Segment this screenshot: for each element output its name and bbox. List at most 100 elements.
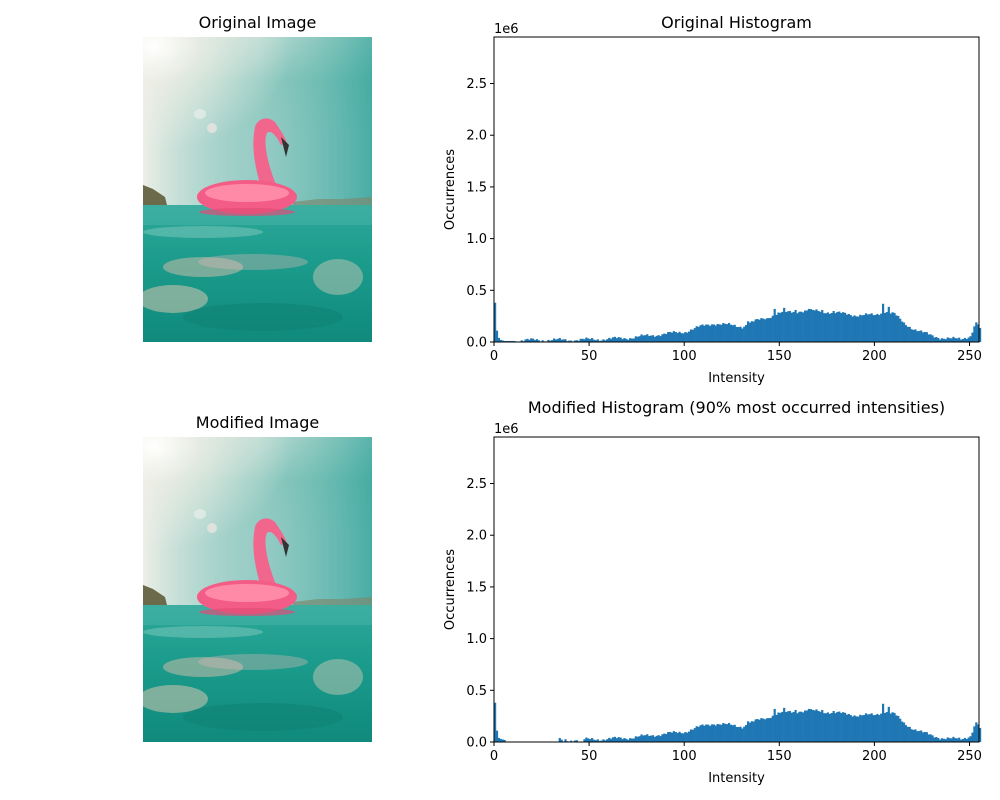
histogram-bar bbox=[765, 318, 769, 342]
histogram-bar bbox=[716, 723, 719, 742]
histogram-bar bbox=[697, 326, 700, 342]
histogram-bar bbox=[621, 339, 624, 342]
histogram-bar bbox=[882, 303, 885, 342]
histogram-bar bbox=[513, 340, 516, 342]
histogram-bar bbox=[895, 715, 898, 742]
histogram-bar bbox=[933, 337, 936, 342]
histogram-bar bbox=[583, 339, 586, 342]
histogram-bar bbox=[718, 724, 721, 742]
histogram-bar bbox=[786, 711, 790, 742]
histogram-bar bbox=[644, 735, 647, 742]
histogram-bar bbox=[889, 313, 892, 342]
histogram-bar bbox=[632, 738, 636, 742]
histogram-bar bbox=[862, 715, 866, 742]
histogram-bar bbox=[931, 735, 934, 742]
histogram-bar bbox=[746, 321, 750, 342]
histogram-bar bbox=[610, 338, 613, 342]
histogram-bar bbox=[767, 718, 771, 742]
histogram-bar bbox=[733, 724, 736, 742]
histogram-bar bbox=[610, 738, 613, 742]
histogram-bar bbox=[910, 729, 913, 742]
histogram-bar bbox=[899, 318, 902, 342]
histogram-bar bbox=[699, 325, 702, 342]
histogram-bar bbox=[708, 725, 712, 742]
histogram-bar bbox=[676, 332, 679, 342]
histogram-bar bbox=[554, 339, 558, 342]
histogram-bar bbox=[785, 711, 788, 742]
histogram-bar bbox=[845, 714, 849, 742]
histogram-bar bbox=[798, 711, 801, 742]
histogram-bar bbox=[918, 730, 921, 742]
axes-frame bbox=[493, 36, 980, 343]
histogram-bar bbox=[630, 338, 634, 342]
histogram-bar bbox=[847, 713, 850, 742]
histogram-bar bbox=[547, 339, 550, 342]
histogram-bar bbox=[705, 324, 708, 342]
histogram-bar bbox=[868, 314, 871, 342]
histogram-bar bbox=[495, 330, 499, 342]
histogram-bar bbox=[688, 731, 691, 742]
histogram-bar bbox=[499, 339, 502, 342]
histogram-bar bbox=[653, 336, 656, 342]
histogram-bar bbox=[501, 340, 504, 342]
histogram-bar bbox=[838, 711, 841, 742]
histogram-bar bbox=[636, 336, 639, 342]
histogram-bar bbox=[699, 725, 702, 742]
histogram-bar bbox=[830, 312, 833, 342]
histogram-bar bbox=[906, 326, 909, 342]
histogram-bar bbox=[524, 339, 527, 342]
histogram-bar bbox=[648, 335, 651, 342]
histogram-bar bbox=[727, 723, 731, 742]
histogram-bar bbox=[707, 724, 710, 742]
histogram-bar bbox=[629, 738, 632, 742]
histogram-panel: 0 50 100 150 200 250 0.0 0.5 1.0 1.5 2.0 2.5 1e6 Modi… bbox=[443, 398, 982, 786]
histogram-bar bbox=[560, 739, 563, 742]
histogram-bar bbox=[775, 714, 778, 742]
histogram-bar bbox=[842, 712, 845, 742]
histogram-bar bbox=[760, 718, 763, 742]
histogram-bar bbox=[864, 713, 868, 742]
histogram-bar bbox=[870, 313, 873, 342]
histogram-bar bbox=[977, 324, 980, 342]
histogram-bar bbox=[585, 337, 588, 342]
histogram-bar bbox=[813, 310, 816, 342]
x-tick-label: 250 bbox=[957, 349, 982, 364]
histogram-bar bbox=[644, 335, 647, 342]
histogram-bar bbox=[952, 336, 955, 342]
histogram-bar bbox=[912, 729, 915, 742]
histogram-bar bbox=[777, 712, 780, 742]
histogram-bar bbox=[737, 327, 740, 342]
histogram-bar bbox=[769, 717, 772, 742]
histogram-bar bbox=[764, 319, 767, 342]
histogram-bar bbox=[684, 732, 687, 742]
histogram-bar bbox=[889, 713, 892, 742]
histogram-bar bbox=[501, 739, 504, 742]
histogram-bar bbox=[716, 323, 719, 342]
image-panel: Original Image bbox=[143, 13, 372, 342]
x-tick-label: 200 bbox=[862, 749, 887, 764]
histogram-bar bbox=[672, 731, 675, 742]
histogram-bar bbox=[667, 332, 670, 342]
histogram-bar bbox=[691, 729, 694, 742]
histogram-bar bbox=[914, 729, 917, 742]
histogram-bar bbox=[908, 326, 911, 342]
histogram-bar bbox=[701, 724, 704, 742]
histogram-bar bbox=[661, 334, 664, 342]
histogram-bar bbox=[961, 738, 965, 742]
histogram-bar bbox=[765, 718, 769, 742]
histogram-bar bbox=[843, 312, 847, 342]
histogram-bar bbox=[777, 312, 780, 342]
histogram-bar bbox=[714, 725, 717, 742]
histogram-bar bbox=[878, 715, 881, 742]
histogram-bar bbox=[967, 737, 970, 742]
histogram-bar bbox=[973, 326, 976, 342]
histogram-bar bbox=[689, 329, 693, 342]
histogram-bar bbox=[649, 735, 653, 742]
histogram-bar bbox=[591, 338, 594, 342]
histogram-bar bbox=[598, 340, 601, 342]
histogram-bar bbox=[591, 738, 594, 742]
histogram-bar bbox=[931, 335, 934, 342]
histogram-bar bbox=[849, 715, 852, 742]
histogram-bar bbox=[720, 324, 723, 342]
histogram-bar bbox=[805, 710, 809, 742]
